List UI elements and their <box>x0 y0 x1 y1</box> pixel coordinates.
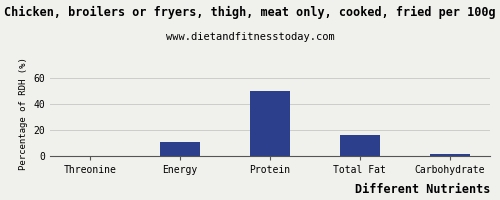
Bar <box>430 154 470 156</box>
Text: Chicken, broilers or fryers, thigh, meat only, cooked, fried per 100g: Chicken, broilers or fryers, thigh, meat… <box>4 6 496 19</box>
Bar <box>250 91 290 156</box>
Bar <box>160 142 200 156</box>
Text: www.dietandfitnesstoday.com: www.dietandfitnesstoday.com <box>166 32 334 42</box>
Bar <box>340 135 380 156</box>
Y-axis label: Percentage of RDH (%): Percentage of RDH (%) <box>19 58 28 170</box>
Text: Different Nutrients: Different Nutrients <box>354 183 490 196</box>
